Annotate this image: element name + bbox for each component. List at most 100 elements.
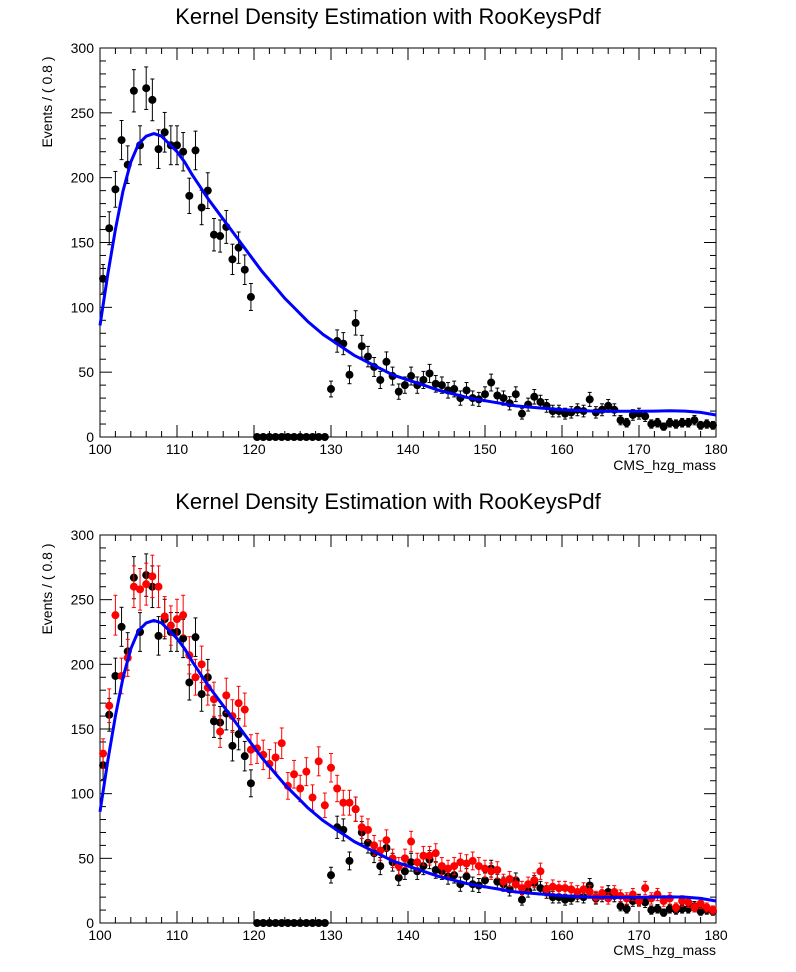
x-tick-label: 110 [166, 927, 189, 943]
data-point [653, 904, 662, 913]
data-point [148, 95, 157, 104]
data-point [462, 859, 471, 868]
data-point [209, 230, 218, 239]
data-point [400, 867, 409, 876]
data-point [548, 882, 557, 891]
y-tick-label: 250 [71, 105, 95, 121]
data-point [481, 864, 489, 873]
data-point [641, 884, 650, 893]
data-point [573, 887, 582, 896]
data-point [154, 582, 163, 591]
x-tick-label: 180 [704, 927, 728, 943]
data-point [117, 622, 126, 631]
data-point [450, 862, 459, 871]
data-point [400, 381, 409, 390]
y-tick-label: 200 [71, 170, 95, 186]
data-point [376, 375, 385, 384]
data-point [684, 898, 693, 907]
data-point [696, 907, 705, 916]
data-point [696, 421, 705, 430]
data-point [191, 673, 200, 682]
data-point [327, 871, 335, 880]
data-point [628, 410, 637, 419]
y-axis-label: Events / ( 0.8 ) [39, 56, 55, 147]
data-point [382, 357, 391, 366]
data-point [708, 421, 717, 430]
y-tick-label: 300 [71, 40, 95, 56]
x-tick-label: 140 [396, 441, 420, 457]
data-point [320, 919, 329, 927]
data-point [357, 342, 366, 351]
data-point [444, 864, 453, 873]
data-point [530, 876, 539, 885]
data-point [277, 433, 286, 441]
data-point [314, 433, 323, 441]
data-point [283, 919, 292, 927]
data-point [604, 401, 613, 410]
data-point [561, 884, 570, 893]
data-point [271, 753, 280, 762]
data-point [561, 409, 570, 418]
data-point [345, 856, 354, 865]
data-point [530, 392, 539, 401]
data-point [259, 919, 268, 927]
data-point [290, 433, 299, 441]
data-point [684, 418, 693, 427]
x-tick-label: 150 [473, 441, 497, 457]
data-point [234, 730, 243, 739]
data-point [524, 880, 533, 889]
data-point [671, 903, 680, 912]
data-point [505, 875, 514, 884]
data-point [259, 433, 268, 441]
data-point [327, 763, 335, 772]
data-point [641, 898, 650, 907]
data-point [277, 919, 286, 927]
data-point [154, 631, 163, 640]
y-tick-label: 0 [86, 429, 94, 445]
data-point [554, 884, 563, 893]
data-point [407, 858, 416, 867]
data-point [111, 185, 120, 194]
data-point [487, 378, 496, 387]
y-axis-label: Events / ( 0.8 ) [39, 543, 55, 634]
data-point [481, 876, 489, 885]
data-point [160, 128, 169, 137]
data-point [536, 867, 545, 876]
data-point [419, 375, 428, 384]
y-tick-label: 200 [71, 656, 95, 672]
data-point [678, 897, 687, 906]
data-point [173, 141, 181, 150]
data-point [684, 904, 693, 913]
data-point [253, 919, 262, 927]
data-point [197, 690, 206, 699]
data-point [234, 699, 243, 708]
data-point [234, 243, 243, 252]
data-point [425, 851, 434, 860]
data-point [129, 582, 138, 591]
data-point [585, 395, 594, 404]
data-point [296, 433, 305, 441]
data-point [431, 849, 440, 858]
data-point [351, 805, 360, 814]
x-tick-label: 130 [319, 441, 343, 457]
data-point [690, 416, 699, 425]
data-point [499, 877, 508, 886]
data-point [129, 86, 138, 95]
data-point [419, 851, 428, 860]
data-point [585, 887, 594, 896]
data-point [277, 739, 286, 748]
data-point [228, 255, 237, 264]
data-point [487, 867, 496, 876]
data-point [536, 884, 545, 893]
x-tick-label: 110 [166, 441, 189, 457]
data-point [431, 865, 440, 874]
data-point [320, 801, 329, 810]
data-point [290, 919, 299, 927]
data-point [659, 422, 668, 431]
data-point [462, 872, 471, 881]
data-point [339, 798, 348, 807]
data-point [702, 903, 711, 912]
x-tick-label: 120 [242, 441, 266, 457]
x-tick-label: 100 [88, 927, 112, 943]
data-point [253, 433, 262, 441]
